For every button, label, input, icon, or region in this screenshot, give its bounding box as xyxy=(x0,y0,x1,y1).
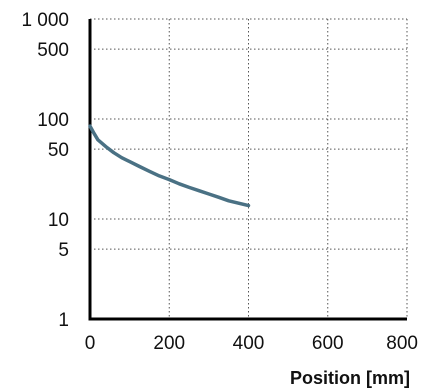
y-tick-label: 10 xyxy=(48,210,69,231)
tick-labels: 1 5 10 50 100 500 1 000 0 200 400 600 800 xyxy=(21,10,418,354)
x-tick-label: 0 xyxy=(85,333,96,354)
series-layer xyxy=(88,124,251,208)
y-tick-label: 1 xyxy=(58,310,69,331)
x-tick-label: 600 xyxy=(312,333,344,354)
grid xyxy=(90,18,408,319)
series-line xyxy=(88,124,251,208)
x-axis-title: Position [mm] xyxy=(290,368,410,388)
x-tick-label: 400 xyxy=(233,333,265,354)
y-tick-label: 50 xyxy=(48,140,69,161)
y-tick-label: 5 xyxy=(58,240,69,261)
x-tick-label: 800 xyxy=(386,333,418,354)
y-tick-label: 100 xyxy=(37,110,69,131)
y-tick-label: 500 xyxy=(37,40,69,61)
axes xyxy=(88,19,407,321)
x-tick-label: 200 xyxy=(153,333,185,354)
y-tick-label: 1 000 xyxy=(21,10,69,31)
